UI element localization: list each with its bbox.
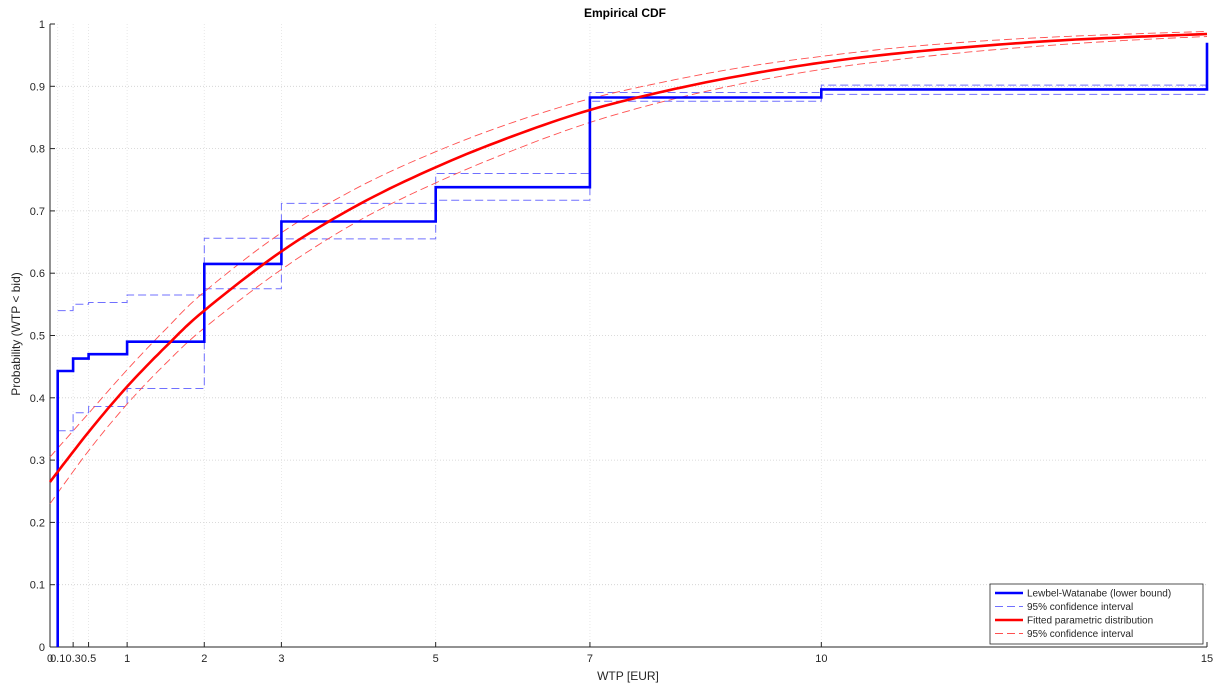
- series-group: [48, 31, 1209, 647]
- x-tick-label: 0.1: [50, 653, 65, 665]
- x-tick-label: 2: [201, 653, 207, 665]
- x-tick-label: 3: [278, 653, 284, 665]
- x-tick-label: 10: [815, 653, 827, 665]
- legend-label: 95% confidence interval: [1027, 629, 1133, 640]
- series-line-5: [49, 36, 1208, 504]
- y-tick-label: 0.5: [30, 331, 45, 343]
- series-line-2: [57, 93, 1207, 432]
- x-tick-label: 15: [1201, 653, 1213, 665]
- y-tick-label: 0.2: [30, 517, 45, 529]
- y-tick-label: 0.4: [30, 393, 45, 405]
- x-tick-label: 5: [433, 653, 439, 665]
- y-tick-label: 0.9: [30, 81, 45, 93]
- y-tick-label: 0.3: [30, 455, 45, 467]
- legend: Lewbel-Watanabe (lower bound) 95% confide…: [989, 583, 1204, 645]
- y-tick-label: 0.6: [30, 268, 45, 280]
- chart-title: Empirical CDF: [584, 6, 666, 20]
- legend-label: Lewbel-Watanabe (lower bound): [1027, 589, 1171, 600]
- series-line-0: [56, 42, 1209, 647]
- y-tick-label: 0.7: [30, 206, 45, 218]
- y-tick-label: 0.1: [30, 580, 45, 592]
- x-tick-label: 0.3: [65, 653, 80, 665]
- series-line-4: [49, 31, 1208, 458]
- y-tick-label: 1: [39, 19, 45, 31]
- legend-label: Fitted parametric distribution: [1027, 616, 1153, 627]
- series-line-1: [57, 84, 1207, 312]
- x-axis-label: WTP [EUR]: [597, 669, 659, 683]
- y-axis-label: Probability (WTP < bid): [9, 272, 23, 396]
- grid-lines: [50, 24, 1207, 647]
- x-tick-label: 1: [124, 653, 130, 665]
- y-tick-label: 0: [39, 642, 45, 654]
- legend-label: 95% confidence interval: [1027, 602, 1133, 613]
- series-line-3: [48, 32, 1208, 483]
- x-tick-label: 7: [587, 653, 593, 665]
- x-tick-label: 0.5: [81, 653, 96, 665]
- y-tick-label: 0.8: [30, 144, 45, 156]
- legend-box: [989, 583, 1204, 645]
- x-tick-label: 0: [47, 653, 53, 665]
